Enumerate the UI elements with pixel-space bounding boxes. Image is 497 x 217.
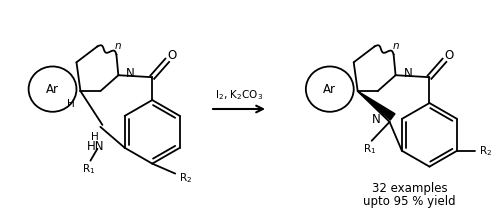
Text: R$_2$: R$_2$	[179, 172, 192, 186]
Text: H: H	[90, 132, 98, 142]
Text: N: N	[404, 67, 413, 80]
Text: n: n	[115, 41, 122, 51]
Text: O: O	[167, 49, 177, 62]
Text: N: N	[126, 67, 135, 80]
Text: R$_2$: R$_2$	[479, 144, 492, 158]
Text: I$_2$, K$_2$CO$_3$: I$_2$, K$_2$CO$_3$	[215, 88, 263, 102]
Text: R$_1$: R$_1$	[363, 142, 376, 156]
Text: O: O	[445, 49, 454, 62]
Text: HN: HN	[86, 140, 104, 153]
Text: Ar: Ar	[46, 83, 59, 96]
Polygon shape	[358, 91, 395, 120]
Text: R$_1$: R$_1$	[82, 162, 95, 176]
Text: Ar: Ar	[323, 83, 336, 96]
Text: H: H	[67, 99, 75, 109]
Text: 32 examples: 32 examples	[372, 182, 447, 195]
Text: n: n	[392, 41, 399, 51]
Text: N: N	[372, 113, 381, 127]
Text: upto 95 % yield: upto 95 % yield	[363, 195, 456, 208]
